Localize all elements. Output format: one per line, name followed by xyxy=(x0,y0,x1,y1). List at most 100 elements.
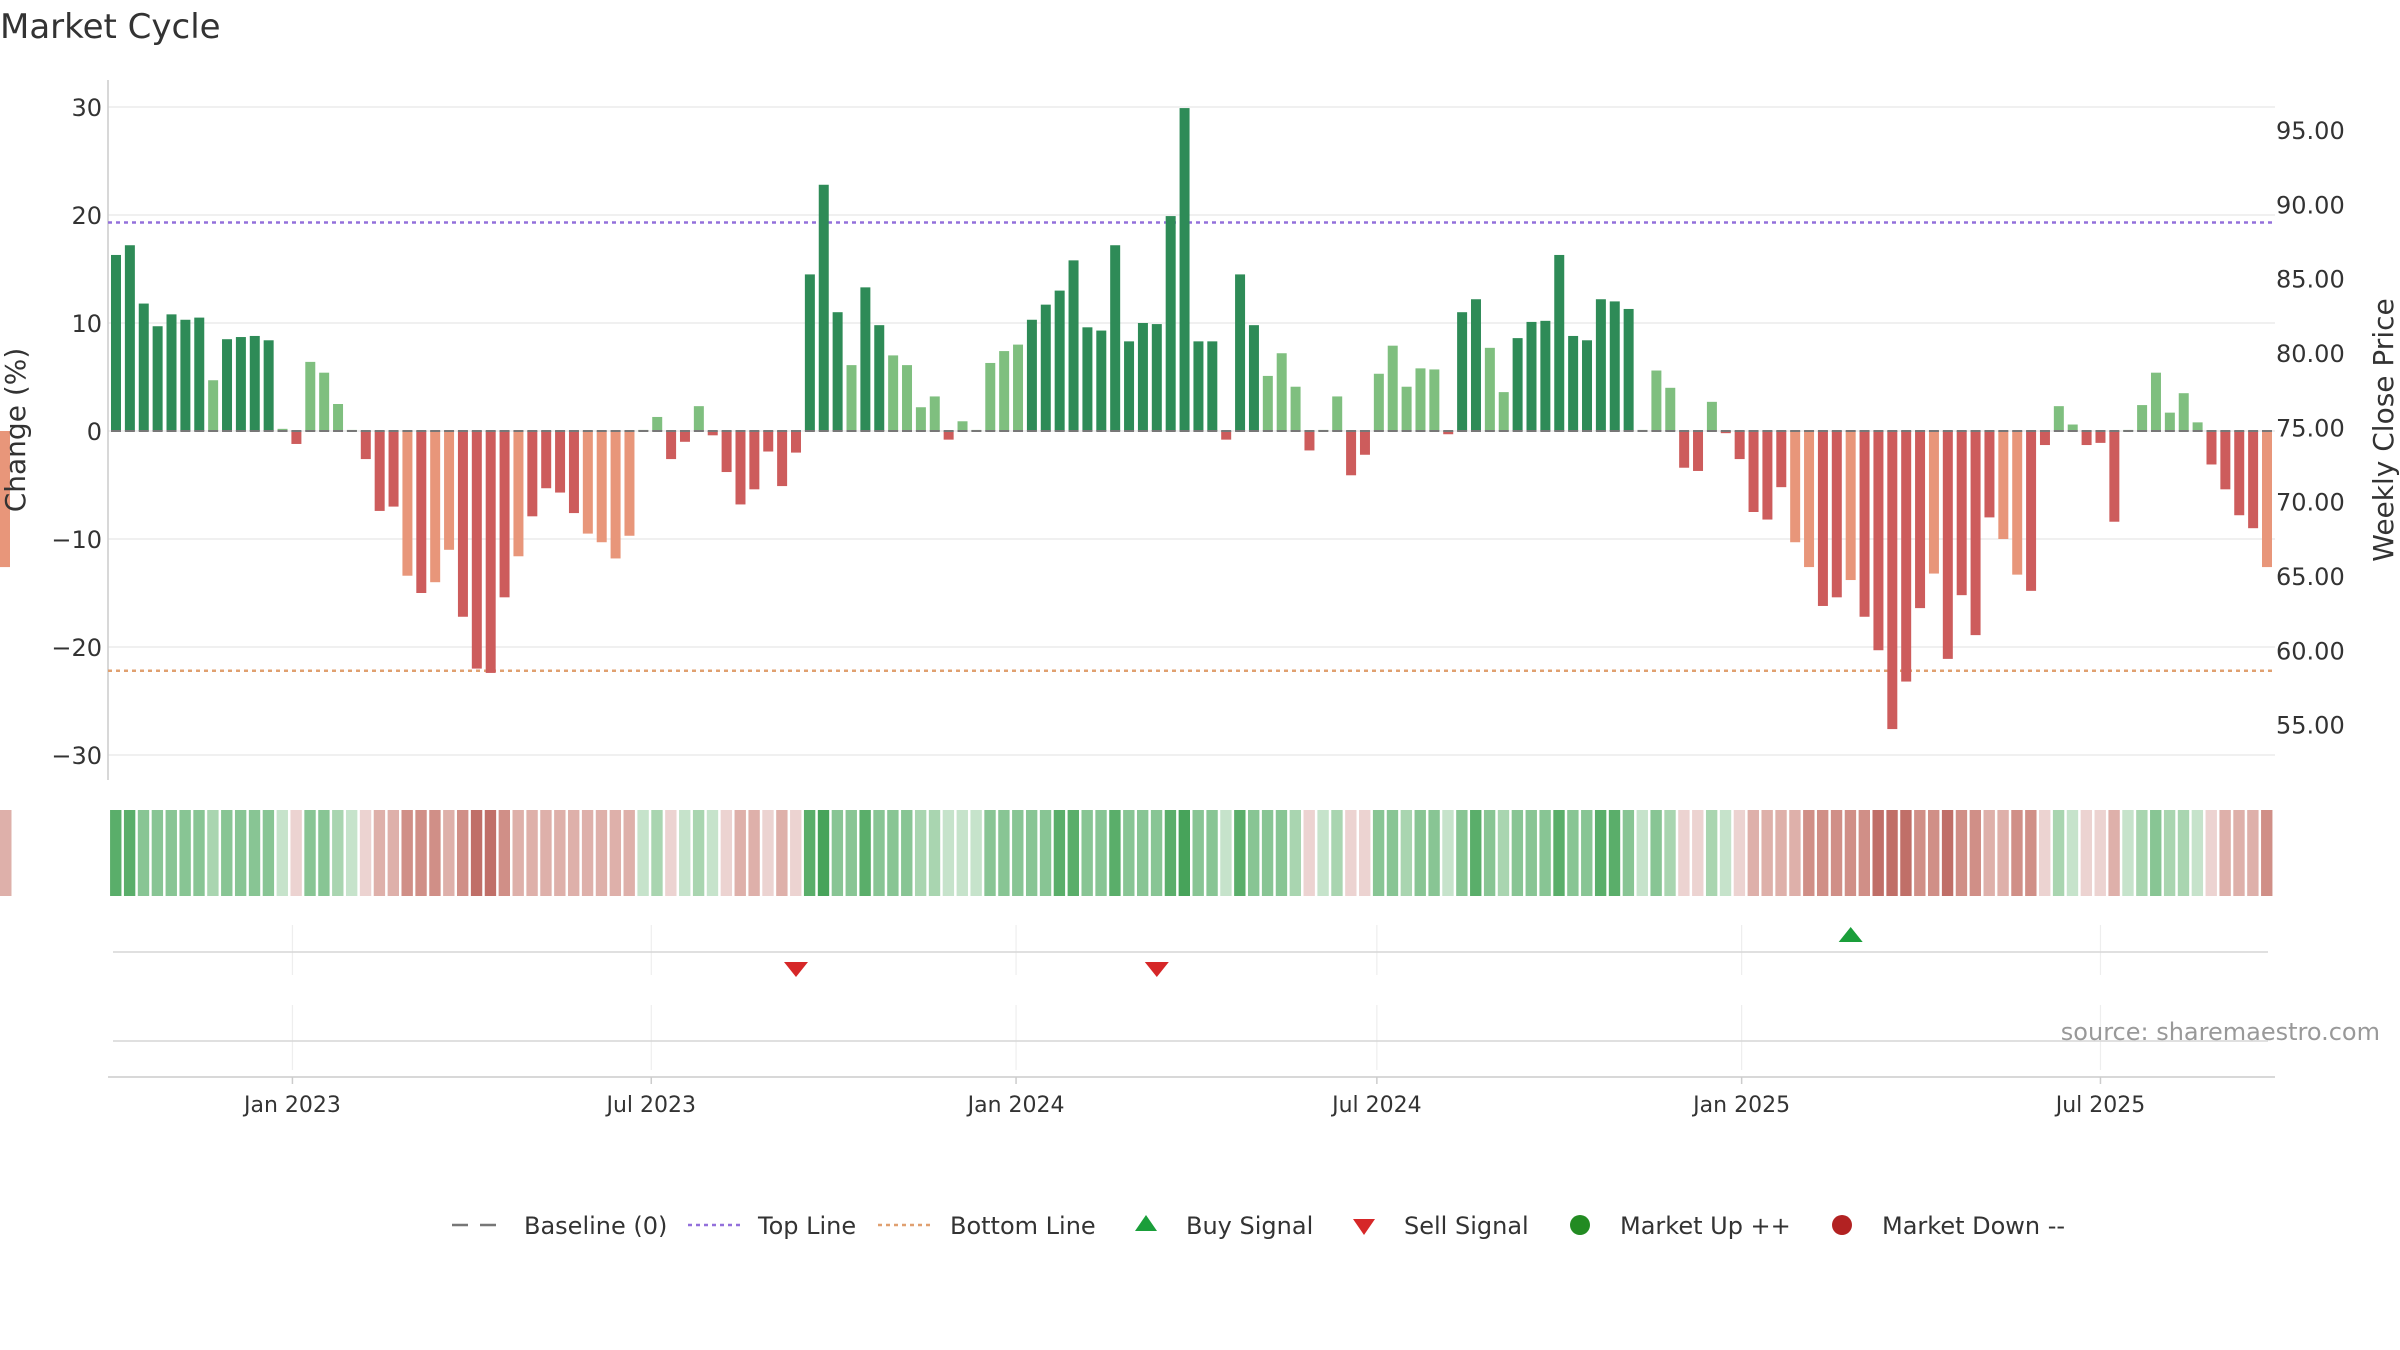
change-bar xyxy=(333,404,344,431)
change-bar xyxy=(2262,431,2272,568)
heat-cell xyxy=(1608,810,1621,896)
heat-cell xyxy=(845,810,857,896)
heat-cell xyxy=(137,810,150,896)
heat-cell xyxy=(706,810,719,896)
heat-cell xyxy=(1941,810,1954,896)
heat-cell xyxy=(373,810,386,896)
change-bar xyxy=(1526,321,1537,431)
heat-cell xyxy=(1525,810,1537,896)
y-axis-ticks: 30 20 10 0 −10 −20 −30 xyxy=(51,94,102,770)
change-bar xyxy=(1387,345,1398,431)
change-bar xyxy=(860,287,871,431)
heat-cell xyxy=(1775,810,1787,896)
heat-cell xyxy=(1414,810,1426,896)
heat-cell xyxy=(1359,810,1371,896)
change-bar xyxy=(957,421,968,431)
heat-cell xyxy=(859,810,871,896)
change-bar xyxy=(610,431,621,559)
heat-cell xyxy=(1789,810,1801,896)
heat-cell xyxy=(1136,810,1149,896)
legend-item: Buy Signal xyxy=(1135,1212,1313,1240)
heat-cell xyxy=(998,810,1010,896)
change-bar xyxy=(1540,320,1551,431)
heat-cell xyxy=(942,810,955,896)
heat-cell xyxy=(304,810,316,896)
x-tick-label: Jul 2023 xyxy=(605,1093,697,1118)
heat-cell xyxy=(1747,810,1759,896)
change-bar xyxy=(208,380,219,431)
change-bar xyxy=(235,337,246,431)
heat-cell xyxy=(2261,810,2273,896)
change-bar xyxy=(735,431,746,505)
change-bar xyxy=(1457,312,1468,431)
y-tick-label: 20 xyxy=(71,202,102,230)
change-bar xyxy=(1276,353,1287,431)
change-bar xyxy=(1804,431,1815,568)
change-bar xyxy=(1443,431,1454,435)
change-bar xyxy=(1568,335,1579,431)
change-bar xyxy=(1970,431,1981,636)
y2-tick-label: 80.00 xyxy=(2276,340,2345,368)
change-bar xyxy=(1720,431,1731,434)
change-bar xyxy=(513,431,524,557)
change-bar xyxy=(485,431,496,673)
legend-label: Market Down -- xyxy=(1882,1212,2065,1240)
heat-cell xyxy=(1331,810,1343,896)
change-bar xyxy=(832,312,843,431)
heat-cell xyxy=(1234,810,1246,896)
heat-cell xyxy=(762,810,774,896)
change-bar xyxy=(374,431,385,511)
change-bar xyxy=(1401,386,1412,431)
change-bar xyxy=(1845,431,1856,581)
legend-item: Bottom Line xyxy=(878,1212,1096,1240)
heat-cell xyxy=(568,810,580,896)
change-bar xyxy=(763,431,774,452)
change-bar xyxy=(1429,369,1440,431)
x-tick-label: Jul 2024 xyxy=(1330,1093,1422,1118)
legend-triangle-down-icon xyxy=(1353,1219,1375,1235)
change-bar xyxy=(1332,396,1343,431)
heat-cell xyxy=(1581,810,1593,896)
heat-cell xyxy=(1442,810,1454,896)
change-bar xyxy=(1221,431,1232,440)
change-bar xyxy=(0,431,10,559)
change-bar xyxy=(1928,431,1939,574)
change-bar xyxy=(707,431,718,436)
heat-cell xyxy=(1456,810,1468,896)
change-bar xyxy=(1582,340,1593,431)
change-bar xyxy=(319,372,330,431)
heat-cell xyxy=(665,810,677,896)
legend-item: Sell Signal xyxy=(1353,1212,1529,1240)
change-bar xyxy=(1831,431,1842,598)
change-bar xyxy=(555,431,566,493)
legend-item: Baseline (0) xyxy=(452,1212,667,1240)
heat-cell xyxy=(401,810,413,896)
change-bar xyxy=(444,431,455,550)
change-bar xyxy=(2012,431,2023,575)
change-bar xyxy=(1304,431,1315,451)
heat-cell xyxy=(359,810,372,896)
heat-cell xyxy=(1275,810,1288,896)
legend-label: Baseline (0) xyxy=(524,1212,667,1240)
heat-cell xyxy=(692,810,705,896)
heat-cell xyxy=(1178,810,1190,896)
change-bar xyxy=(1665,387,1676,431)
heat-cell xyxy=(956,810,968,896)
change-bar xyxy=(777,431,788,487)
change-bar xyxy=(888,355,899,431)
change-bar xyxy=(2248,431,2259,529)
y2-tick-label: 85.00 xyxy=(2276,266,2345,294)
heat-cell xyxy=(0,810,12,896)
heat-cell xyxy=(1914,810,1926,896)
heat-cell xyxy=(651,810,663,896)
change-bar xyxy=(388,431,399,507)
legend-circle-icon xyxy=(1570,1215,1590,1235)
heat-cell xyxy=(2080,810,2093,896)
change-bar xyxy=(138,303,149,431)
change-bar xyxy=(804,274,815,431)
heat-cell xyxy=(512,810,524,896)
change-bar xyxy=(2234,431,2245,516)
heat-cell xyxy=(1192,810,1204,896)
heat-cell xyxy=(1261,810,1274,896)
change-bar xyxy=(943,431,954,440)
